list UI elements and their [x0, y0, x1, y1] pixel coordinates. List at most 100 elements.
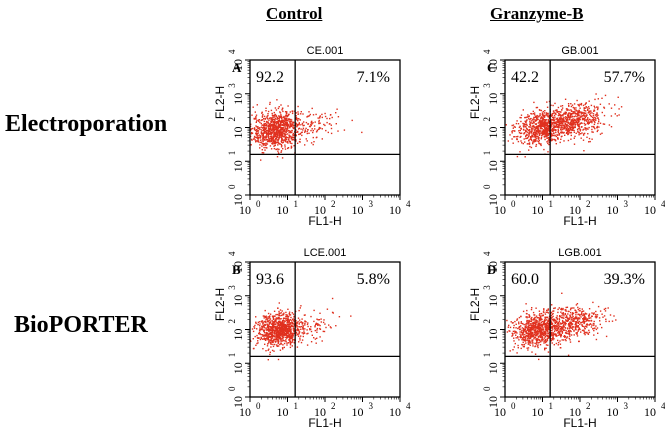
scatter-point: [309, 329, 311, 331]
scatter-point: [570, 110, 573, 112]
scatter-point: [565, 132, 568, 134]
scatter-point: [279, 129, 281, 131]
scatter-point: [542, 334, 545, 336]
scatter-point: [587, 112, 589, 114]
y-tick-exponent: 0: [482, 386, 492, 391]
scatter-point: [527, 336, 529, 338]
scatter-point: [596, 112, 598, 114]
scatter-point: [296, 118, 298, 120]
scatter-point: [542, 328, 545, 330]
scatter-point: [561, 105, 564, 107]
y-tick-label: 10: [486, 160, 500, 172]
scatter-point: [577, 131, 579, 133]
y-tick-exponent: 0: [227, 184, 237, 189]
scatter-point: [266, 117, 268, 119]
scatter-point: [553, 112, 556, 114]
scatter-point: [262, 133, 264, 135]
scatter-point: [591, 112, 593, 114]
scatter-point: [313, 309, 315, 312]
scatter-point: [293, 145, 295, 147]
scatter-point: [592, 113, 595, 115]
scatter-point: [272, 118, 275, 121]
scatter-point: [555, 113, 557, 116]
scatter-point: [528, 132, 530, 135]
scatter-point: [545, 324, 548, 326]
scatter-point: [545, 322, 547, 325]
scatter-point: [599, 133, 602, 135]
scatter-point: [297, 123, 300, 126]
scatter-point: [591, 121, 593, 124]
scatter-point: [266, 143, 269, 145]
scatter-point: [545, 127, 547, 129]
scatter-point: [540, 132, 543, 134]
scatter-point: [593, 324, 595, 327]
scatter-point: [289, 125, 291, 127]
scatter-point: [559, 334, 561, 336]
scatter-point: [290, 336, 293, 338]
scatter-point: [530, 337, 532, 339]
scatter-point: [567, 114, 569, 116]
scatter-point: [262, 136, 265, 138]
scatter-point: [536, 125, 538, 127]
scatter-point: [536, 332, 539, 335]
scatter-point: [558, 111, 560, 113]
scatter-point: [583, 112, 585, 114]
scatter-point: [273, 111, 275, 114]
scatter-point: [555, 135, 558, 138]
scatter-point: [539, 314, 541, 317]
scatter-point: [547, 128, 549, 130]
scatter-point: [257, 340, 259, 342]
scatter-point: [257, 130, 259, 132]
scatter-point: [527, 116, 529, 118]
scatter-point: [529, 344, 531, 346]
scatter-point: [578, 320, 581, 323]
scatter-point: [580, 113, 582, 115]
scatter-point: [547, 116, 549, 118]
scatter-point: [315, 131, 318, 133]
scatter-point: [533, 321, 535, 324]
scatter-point: [577, 318, 579, 320]
scatter-point: [525, 325, 527, 327]
scatter-point: [579, 103, 581, 105]
scatter-point: [255, 316, 257, 318]
scatter-point: [524, 338, 526, 340]
scatter-point: [562, 117, 564, 120]
scatter-point: [559, 322, 562, 324]
scatter-point: [259, 137, 262, 139]
scatter-point: [551, 313, 553, 315]
scatter-point: [541, 112, 544, 114]
scatter-point: [525, 339, 527, 342]
y-tick-exponent: 2: [482, 319, 492, 324]
scatter-point: [568, 333, 570, 335]
scatter-point: [285, 318, 287, 320]
scatter-point: [274, 133, 276, 136]
scatter-point: [587, 120, 590, 122]
scatter-point: [556, 324, 558, 326]
y-tick-label: 10: [231, 194, 245, 206]
scatter-point: [582, 318, 584, 320]
scatter-point: [291, 320, 293, 322]
scatter-point: [286, 123, 289, 125]
scatter-point: [573, 119, 575, 122]
scatter-point: [582, 321, 584, 323]
scatter-point: [527, 347, 530, 349]
scatter-point: [268, 333, 270, 335]
scatter-point: [262, 322, 265, 324]
scatter-point: [580, 116, 582, 118]
scatter-point: [560, 121, 563, 123]
scatter-point: [280, 323, 283, 325]
scatter-point: [271, 114, 274, 117]
scatter-point: [554, 322, 557, 324]
scatter-point: [572, 123, 575, 126]
scatter-point: [266, 147, 268, 149]
scatter-point: [542, 314, 544, 317]
scatter-point: [501, 141, 502, 142]
scatter-point: [534, 116, 536, 119]
scatter-point: [559, 327, 562, 330]
scatter-point: [595, 315, 597, 317]
scatter-point: [539, 323, 541, 325]
scatter-point: [616, 115, 618, 117]
scatter-point: [301, 134, 303, 137]
scatter-point: [273, 128, 275, 130]
scatter-point: [282, 148, 284, 150]
